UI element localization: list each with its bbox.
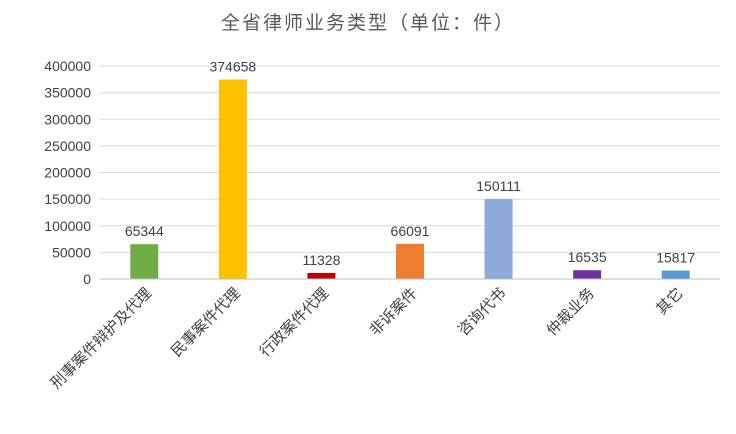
category-label: 其它 bbox=[653, 284, 687, 318]
bar bbox=[661, 270, 690, 279]
bars bbox=[130, 79, 690, 279]
bar bbox=[218, 79, 247, 279]
y-tick-label: 400000 bbox=[44, 58, 91, 74]
data-label: 150111 bbox=[476, 178, 521, 194]
bar bbox=[130, 244, 159, 279]
y-tick-label: 200000 bbox=[44, 165, 91, 181]
category-label: 仲裁业务 bbox=[543, 284, 598, 339]
bar bbox=[307, 272, 336, 279]
bar bbox=[396, 243, 424, 279]
data-label: 65344 bbox=[125, 223, 164, 239]
data-label: 66091 bbox=[391, 223, 430, 239]
bar bbox=[573, 270, 602, 279]
category-label: 刑事案件辩护及代理 bbox=[47, 284, 155, 392]
y-tick-label: 0 bbox=[83, 271, 91, 287]
data-label: 374658 bbox=[209, 58, 256, 74]
category-label: 民事案件代理 bbox=[167, 284, 243, 360]
category-label: 咨询代书 bbox=[454, 284, 509, 339]
data-label: 16535 bbox=[568, 249, 607, 265]
chart-title: 全省律师业务类型（单位：件） bbox=[220, 12, 515, 34]
y-tick-label: 50000 bbox=[52, 244, 91, 260]
y-tick-label: 100000 bbox=[44, 218, 91, 234]
y-tick-label: 350000 bbox=[44, 85, 91, 101]
y-tick-label: 250000 bbox=[44, 138, 91, 154]
y-axis-tick-labels: 0 50000 100000 150000 200000 250000 300000 3500… bbox=[44, 58, 91, 287]
y-tick-label: 150000 bbox=[44, 191, 91, 207]
y-tick-label: 300000 bbox=[44, 111, 91, 127]
data-label: 11328 bbox=[302, 252, 340, 268]
category-label: 行政案件代理 bbox=[256, 284, 332, 360]
data-labels: 65344 374658 11328 66091 150111 16535 15817 bbox=[125, 58, 696, 267]
bar bbox=[484, 199, 513, 279]
category-labels: 刑事案件辩护及代理 民事案件代理 行政案件代理 非诉案件 咨询代书 仲裁业务 其它 bbox=[47, 284, 687, 392]
category-label: 非诉案件 bbox=[366, 284, 421, 339]
data-label: 15817 bbox=[656, 250, 695, 266]
